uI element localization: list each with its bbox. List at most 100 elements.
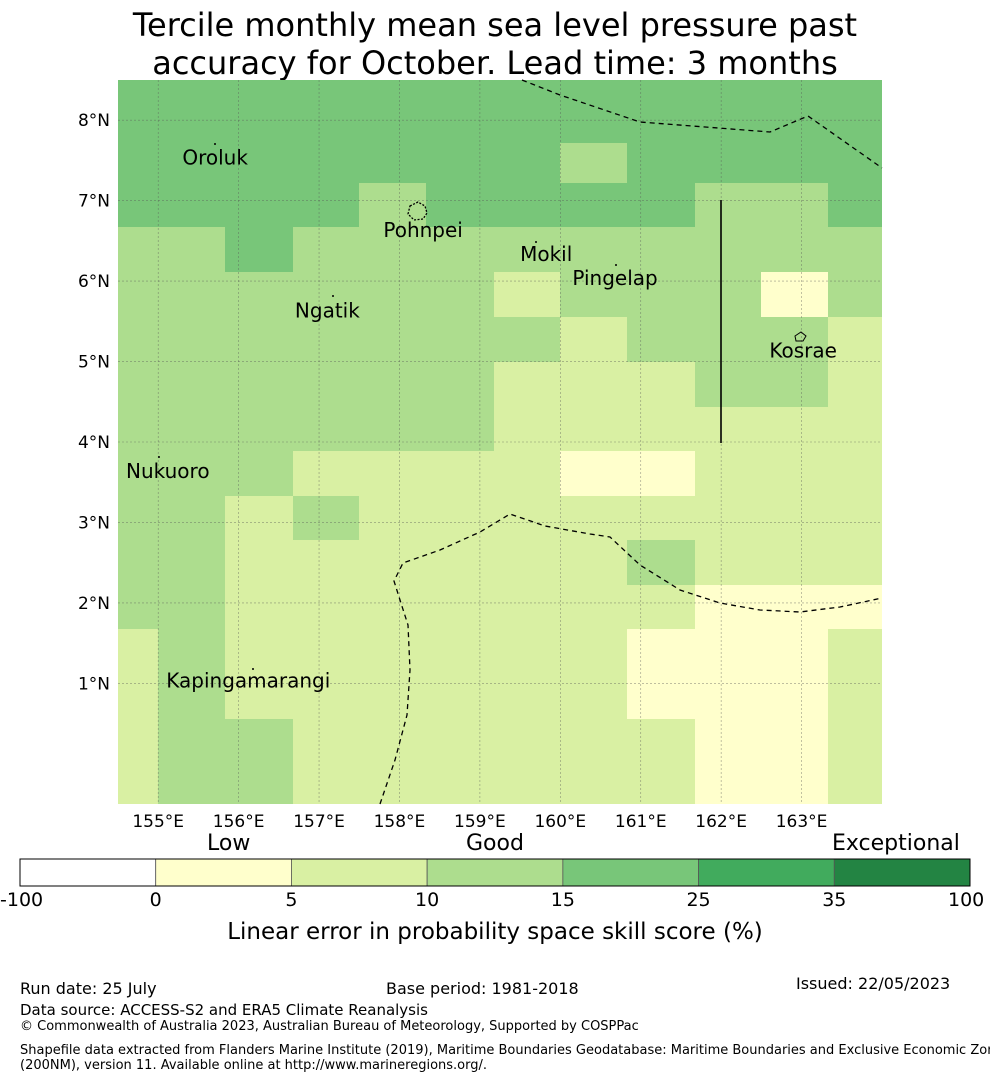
grid-cell [359,629,426,674]
grid-cell [225,719,293,804]
grid-cell [761,143,828,183]
place-label: Oroluk [182,145,248,169]
lat-tick-label: 1°N [78,674,110,694]
grid-cell [359,317,426,362]
island-outlines [158,143,807,670]
grid-cell [494,183,560,227]
grid-cell [118,496,158,540]
grid-cell [426,227,494,272]
place-label: Pohnpei [383,218,463,242]
colorbar-segment [291,858,428,887]
colorbar-tick-label: -100 [0,889,44,911]
grid-cell [627,143,695,183]
grid-cell [828,629,882,674]
grid-cell [118,407,158,451]
grid-cell [828,407,882,451]
grid-cell [627,362,695,407]
grid-cell [426,362,494,407]
place-label: Nukuoro [126,459,210,483]
place-label: Kapingamarangi [166,668,330,692]
eez-boundary-south [379,513,883,805]
grid-cell [494,674,560,719]
colorbar-tick-label: 0 [149,889,162,911]
grid-cell [560,496,627,540]
grid-cell [359,362,426,407]
grid-cell [293,585,359,629]
grid-cell [828,585,882,629]
grid-cell [695,362,761,407]
grid-cell [293,80,359,143]
grid-cell [560,143,627,183]
grid-cell [426,451,494,496]
grid-cell [225,183,293,227]
grid-cell [118,540,158,585]
grid-cell [560,362,627,407]
grid-cell [158,719,225,804]
grid-cell [225,227,293,272]
grid-cell [695,585,761,629]
grid-cell [225,407,293,451]
colorbar-label-low: Low [207,831,251,856]
colorbar-tick-label: 15 [550,889,575,911]
grid-cell [359,585,426,629]
colorbar-segment [155,858,292,887]
grid-cell [627,674,695,719]
grid-cell [158,540,225,585]
colorbar-label-exceptional: Exceptional [832,831,960,856]
grid-cell [828,451,882,496]
grid-cell [627,317,695,362]
colorbar-tick-label: 35 [822,889,847,911]
grid-cell [293,272,359,317]
grid-cell [627,496,695,540]
grid-cell [627,183,695,227]
grid-cell [761,317,828,362]
grid-cell [695,451,761,496]
colorbar-frame [19,858,971,887]
lon-tick-label: 162°E [695,812,747,832]
lon-tick-label: 158°E [374,812,426,832]
copyright: © Commonwealth of Australia 2023, Austra… [20,1019,639,1034]
base-period: Base period: 1981-2018 [386,979,579,998]
grid-cell [225,674,293,719]
grid-cell [359,272,426,317]
grid-cell [627,227,695,272]
grid-cell [560,451,627,496]
lat-tick-label: 3°N [78,513,110,533]
grid-cell [828,317,882,362]
ngatik-atoll [332,295,334,297]
grid-cell [695,80,761,143]
grid-cell [494,407,560,451]
kosrae-island-outline [794,331,807,342]
grid-cell [695,272,761,317]
grid-cell [426,629,494,674]
title-line-1: Tercile monthly mean sea level pressure … [132,6,858,44]
grid-cell [494,719,560,804]
grid-cell [560,272,627,317]
grid-cell [761,80,828,143]
colorbar-segment [426,858,564,887]
grid-cell [293,362,359,407]
shapefile-credit-line-1: Shapefile data extracted from Flanders M… [20,1043,990,1058]
grid-cell [560,317,627,362]
grid-cell [225,451,293,496]
grid-cell [426,183,494,227]
grid-cell [494,451,560,496]
grid-cell [627,80,695,143]
grid-cell [293,183,359,227]
grid-cell [225,585,293,629]
place-label: Pingelap [572,266,657,290]
grid-cell [828,540,882,585]
shapefile-credit-line-2: (200NM), version 11. Available online at… [20,1058,488,1073]
grid-cell [293,719,359,804]
grid-cell [494,143,560,183]
grid-cell [359,80,426,143]
map-gridlines [118,80,882,804]
grid-cell [158,227,225,272]
pingelap-atoll [615,264,617,266]
grid-cell [359,540,426,585]
grid-cell [761,496,828,540]
grid-cell [158,629,225,674]
grid-cell [426,540,494,585]
